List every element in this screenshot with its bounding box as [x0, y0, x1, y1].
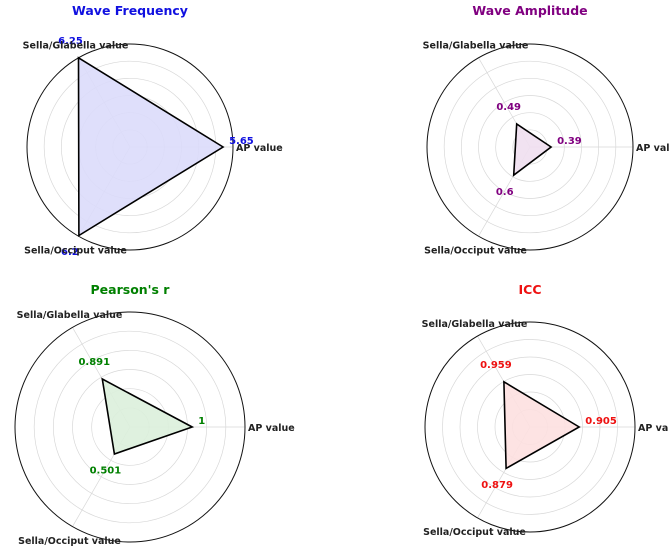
- polar-frame: [426, 43, 634, 251]
- category-label: AP value: [248, 423, 295, 434]
- polar-frame: [424, 321, 636, 533]
- data-polygon: [512, 122, 553, 177]
- chart-title: Wave Amplitude: [472, 3, 587, 18]
- chart-title: Pearson's r: [91, 282, 171, 297]
- category-label: Sella/Glabella value: [422, 319, 528, 330]
- chart-title: Wave Frequency: [72, 3, 188, 18]
- value-label: 0.49: [496, 102, 521, 113]
- value-label: 0.891: [78, 357, 110, 368]
- category-label: Sella/Glabella value: [23, 41, 129, 52]
- radar-panel-wave-amplitude: Wave Amplitude 0.39 0.49 0.6 AP value Sella/…: [423, 3, 669, 256]
- value-label: 0.905: [585, 416, 617, 427]
- value-label: 0.879: [481, 480, 513, 491]
- value-label: 0.6: [496, 187, 514, 198]
- value-label: 1: [198, 416, 205, 427]
- category-label: AP value: [236, 143, 283, 154]
- category-label: Sella/Occiput value: [24, 245, 127, 256]
- category-label: Sella/Glabella value: [423, 41, 529, 52]
- category-label: AP value: [638, 423, 669, 434]
- value-label: 6.2: [61, 247, 79, 258]
- data-polygon: [77, 56, 225, 237]
- data-polygon: [503, 380, 581, 470]
- category-label: Sella/Glabella value: [17, 310, 123, 321]
- value-label: 0.39: [557, 136, 582, 147]
- value-label: 0.959: [480, 360, 512, 371]
- category-label: AP value: [636, 143, 669, 154]
- chart-title: ICC: [519, 282, 542, 297]
- polar-frame: [14, 311, 246, 543]
- value-label: 6.25: [58, 36, 83, 47]
- polar-frame: [26, 43, 234, 251]
- radar-panel-icc: ICC 0.905 0.959 0.879 AP value Sella/Glabell…: [422, 282, 669, 538]
- radar-panel-wave-frequency: Wave Frequency 5.65 6.25 6.2 AP value Sella/…: [23, 3, 283, 258]
- data-polygon: [101, 377, 195, 456]
- value-label: 5.65: [229, 136, 254, 147]
- value-label: 0.501: [90, 466, 122, 477]
- category-label: Sella/Occiput value: [423, 527, 526, 538]
- category-label: Sella/Occiput value: [18, 536, 121, 547]
- category-label: Sella/Occiput value: [424, 245, 527, 256]
- radar-panel-pearsons-r: Pearson's r 1 0.891 0.501 AP value Sella/Gla…: [14, 282, 295, 547]
